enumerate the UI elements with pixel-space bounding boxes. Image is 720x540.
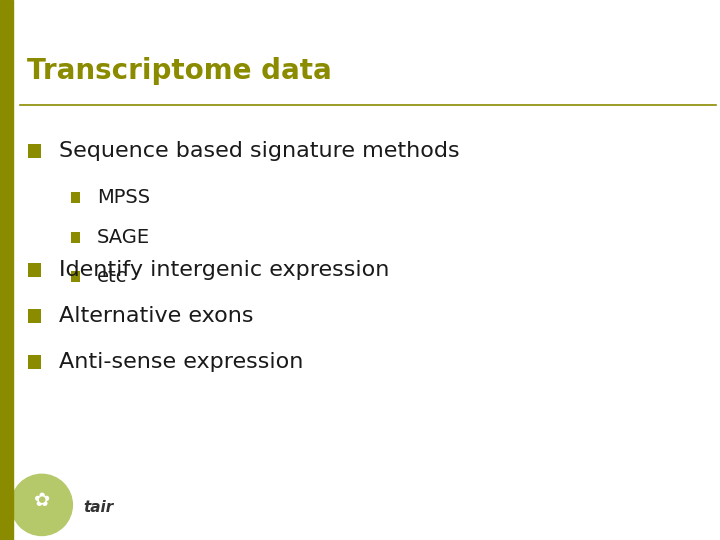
- Text: Alternative exons: Alternative exons: [59, 306, 253, 326]
- Text: Sequence based signature methods: Sequence based signature methods: [59, 141, 459, 161]
- Text: Transcriptome data: Transcriptome data: [27, 57, 332, 85]
- Text: tair: tair: [84, 500, 114, 515]
- Bar: [28, 263, 41, 277]
- Bar: [0, 0, 13, 540]
- Bar: [28, 309, 41, 323]
- Text: SAGE: SAGE: [97, 228, 150, 247]
- Bar: [71, 271, 80, 282]
- Bar: [28, 144, 41, 158]
- Text: ✿: ✿: [34, 491, 50, 510]
- Bar: [71, 232, 80, 243]
- Text: etc: etc: [97, 267, 127, 286]
- Text: Anti-sense expression: Anti-sense expression: [59, 352, 303, 372]
- Ellipse shape: [12, 474, 73, 536]
- Bar: [71, 192, 80, 202]
- Text: Identify intergenic expression: Identify intergenic expression: [59, 260, 390, 280]
- Bar: [28, 355, 41, 369]
- Text: MPSS: MPSS: [97, 187, 150, 207]
